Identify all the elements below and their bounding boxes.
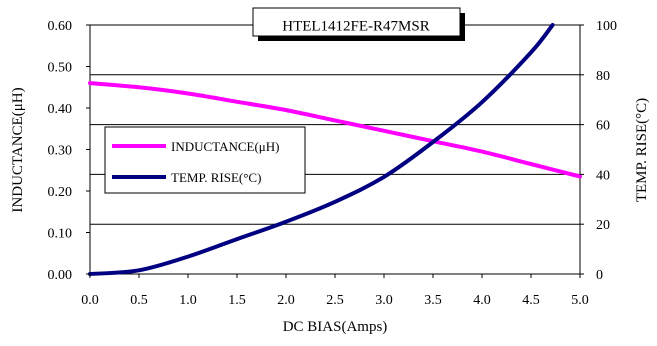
y-left-tick-label: 0.50 [48, 61, 73, 76]
y-right-tick-label: 20 [596, 218, 610, 233]
x-tick-label: 3.5 [424, 293, 442, 308]
series-layer [88, 23, 582, 276]
x-tick-label: 5.0 [571, 293, 589, 308]
y-right-tick-label: 0 [596, 268, 603, 283]
y-right-tick-label: 100 [596, 19, 617, 34]
x-tick-label: 2.0 [277, 293, 295, 308]
y-left-tick-label: 0.30 [48, 144, 73, 159]
y-left-tick-label: 0.00 [48, 268, 73, 283]
legend: INDUCTANCE(μH) TEMP. RISE(°C) [104, 126, 306, 194]
y-left-tick-label: 0.10 [48, 227, 73, 242]
x-tick-label: 0.0 [81, 293, 99, 308]
series-line-temp-rise [88, 23, 555, 276]
x-tick-label: 3.0 [375, 293, 393, 308]
tick-labels: 0.00 0.10 0.20 0.30 0.40 0.50 0.60 0 20 40 60 80 100… [48, 19, 618, 308]
series-line-inductance [88, 81, 582, 179]
x-tick-label: 1.5 [228, 293, 246, 308]
y-axis-right-label: TEMP. RISE(°C) [634, 98, 650, 202]
y-right-tick-label: 60 [596, 119, 610, 134]
y-left-tick-label: 0.60 [48, 19, 73, 34]
chart-title: HTEL1412FE-R47MSR [282, 18, 430, 34]
x-tick-label: 1.0 [179, 293, 197, 308]
chart-title-box: HTEL1412FE-R47MSR [252, 7, 465, 41]
y-right-tick-label: 80 [596, 69, 610, 84]
y-left-tick-label: 0.40 [48, 102, 73, 117]
y-axis-left-label: INDUCTANCE(μH) [10, 87, 26, 212]
x-tick-label: 2.5 [326, 293, 344, 308]
x-axis-label: DC BIAS(Amps) [283, 319, 388, 335]
x-tick-label: 4.0 [473, 293, 491, 308]
legend-label-inductance: INDUCTANCE(μH) [171, 139, 279, 154]
x-tick-label: 0.5 [130, 293, 148, 308]
legend-label-temp-rise: TEMP. RISE(°C) [171, 170, 261, 185]
y-right-tick-label: 40 [596, 168, 610, 183]
x-tick-label: 4.5 [522, 293, 540, 308]
y-left-tick-label: 0.20 [48, 185, 73, 200]
